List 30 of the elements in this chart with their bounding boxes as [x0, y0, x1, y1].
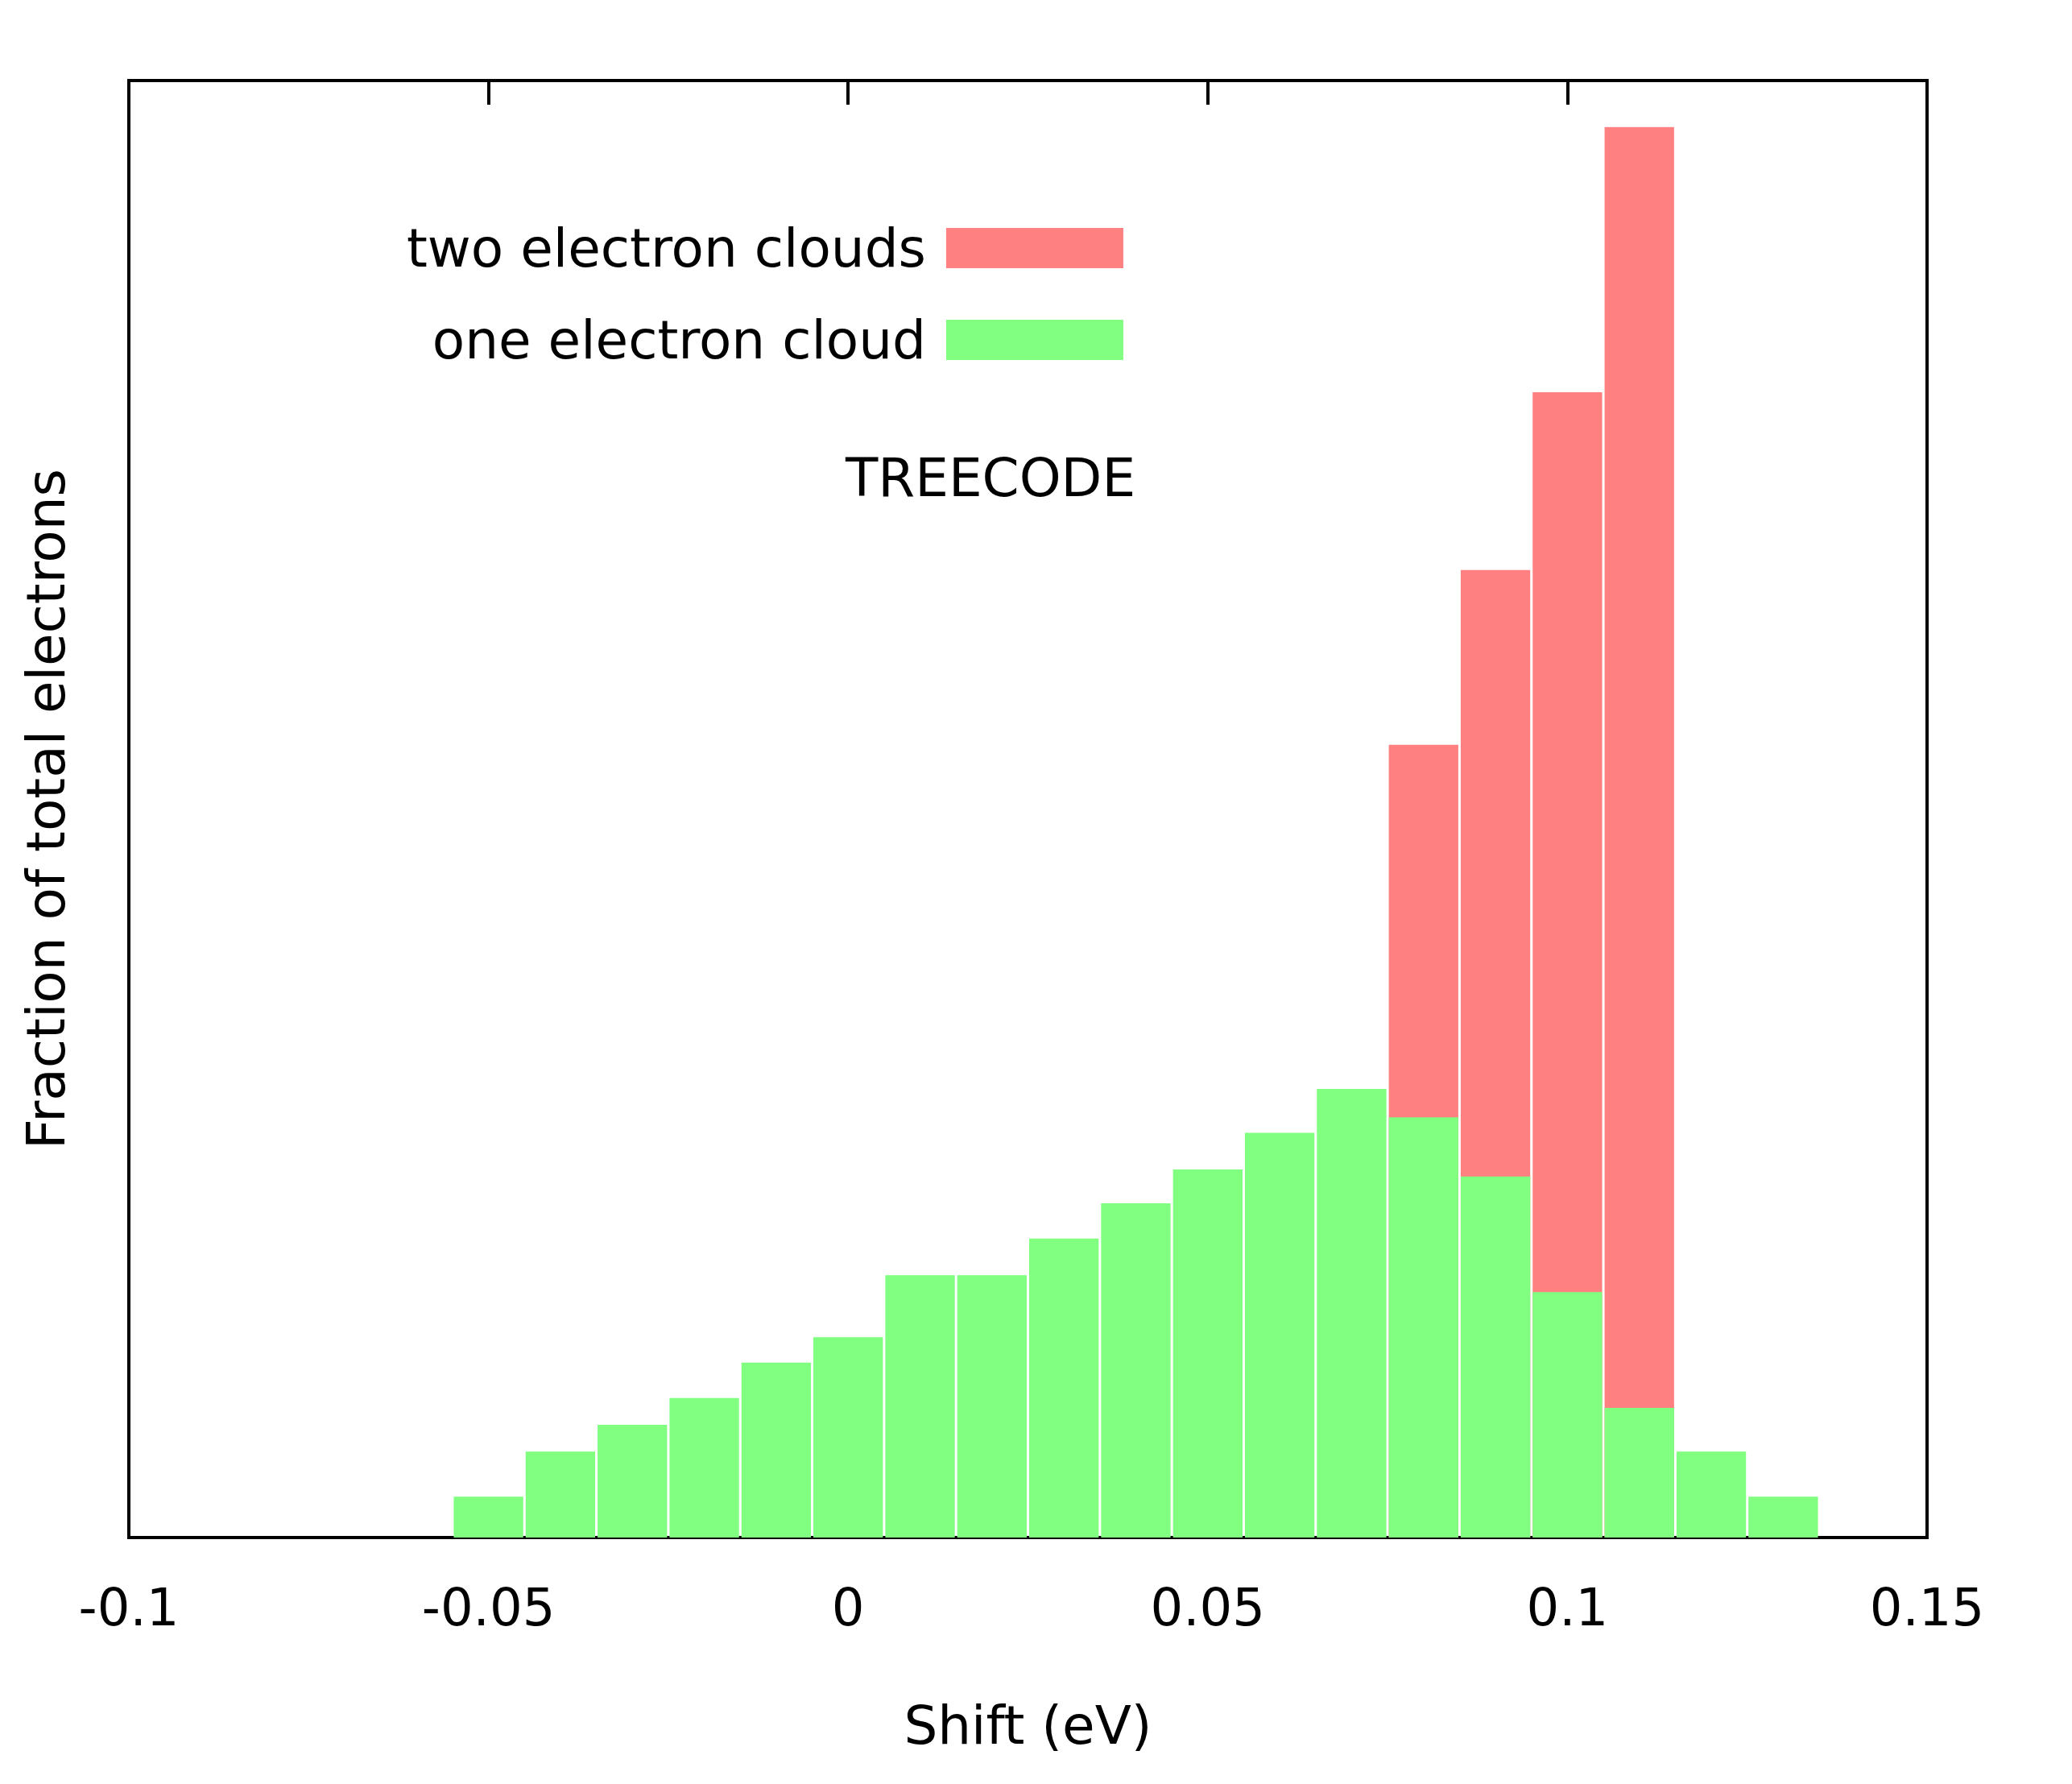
bar [1460, 1176, 1531, 1538]
bar [741, 1362, 812, 1538]
bar [1029, 1238, 1099, 1538]
bar [1172, 1169, 1243, 1538]
x-tick-label: 0.05 [1150, 1578, 1266, 1637]
bar [1244, 1132, 1315, 1538]
x-tick-label: 0.15 [1869, 1578, 1985, 1637]
y-axis-title: Fraction of total electrons [14, 469, 77, 1149]
x-tick-label: -0.05 [421, 1578, 556, 1637]
bar [1101, 1202, 1171, 1538]
bar [598, 1424, 668, 1538]
bar [957, 1275, 1027, 1538]
bar [453, 1496, 523, 1538]
legend-label: two electron clouds [407, 217, 926, 279]
bar [1532, 1292, 1603, 1538]
bar [1604, 1407, 1674, 1538]
bar [1748, 1496, 1818, 1538]
x-tick-label: -0.1 [78, 1578, 180, 1637]
x-tick-label: 0.1 [1526, 1578, 1609, 1637]
annotation: TREECODE [845, 446, 1136, 509]
legend-label: one electron cloud [432, 308, 926, 371]
bar [525, 1451, 596, 1538]
bar [813, 1337, 883, 1538]
bar [669, 1397, 739, 1538]
x-axis-title: Shift (eV) [904, 1694, 1152, 1757]
bar [1317, 1089, 1387, 1538]
x-tick-label: 0 [831, 1578, 865, 1637]
bar [1676, 1451, 1747, 1538]
bar [1388, 1117, 1458, 1538]
bar [885, 1275, 955, 1538]
